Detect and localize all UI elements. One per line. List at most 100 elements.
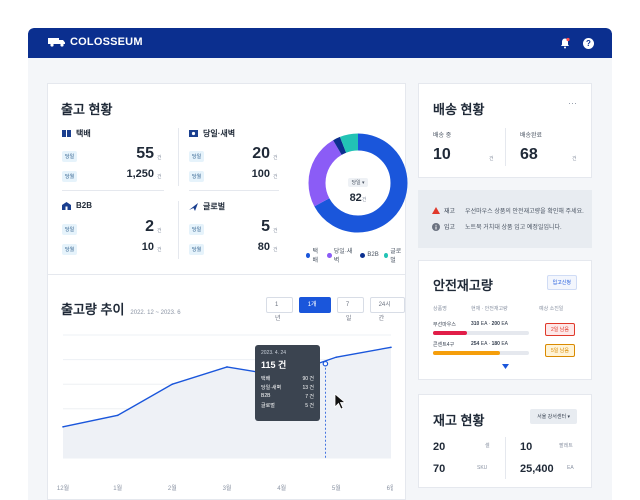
global-month-value: 80 — [257, 241, 270, 253]
stock-bar — [433, 331, 529, 335]
tooltip-row: 글로벌 5 건 — [261, 402, 314, 409]
group-label: 택배 — [76, 129, 91, 138]
current-stock: 254 — [471, 341, 480, 347]
tooltip-label: 당일·새벽 — [261, 385, 282, 391]
data-point[interactable] — [116, 414, 119, 417]
inventory-title: 재고 현황 — [433, 413, 485, 428]
stock-bar-fill — [433, 331, 467, 335]
delivered-value: 68 — [520, 146, 538, 163]
data-point[interactable] — [335, 356, 338, 358]
current-stock: 310 — [471, 321, 480, 327]
book-icon — [62, 130, 71, 137]
due-badge: 2일 남음 — [545, 323, 575, 336]
group-label: 당일·새벽 — [203, 129, 236, 138]
unit-label: 건 — [273, 247, 278, 253]
trend-card: 출고량 추이 2022. 12 ~ 2023. 6 1년 1개월 7일 24시간… — [47, 275, 406, 500]
mouse-cursor-icon — [334, 393, 347, 410]
tooltip-date: 2023. 4. 24 — [261, 350, 287, 356]
range-tab-1m[interactable]: 1개월 — [298, 297, 331, 322]
month-tag: 당월 — [62, 244, 78, 255]
data-point[interactable] — [226, 366, 228, 368]
tooltip-total: 115 건 — [261, 360, 287, 370]
legend-dot — [327, 252, 332, 258]
in-transit-value: 10 — [433, 146, 451, 163]
notice-text: 노트북 거치대 상품 입고 예정일입니다. — [465, 225, 562, 231]
brand-name: COLOSSEUM — [70, 36, 143, 48]
notice-item[interactable]: 입고 노트북 거치대 상품 입고 예정일입니다. — [432, 222, 562, 231]
unit-label: 건 — [157, 155, 162, 161]
unit-label: EA — [501, 341, 508, 347]
data-point[interactable] — [62, 426, 64, 428]
x-tick-label: 5월 — [332, 484, 341, 492]
notice-text: 우선마우스 상품의 안전재고량을 확인해 주세요. — [465, 209, 584, 215]
bell-icon[interactable] — [559, 37, 571, 49]
x-tick-label: 12월 — [57, 484, 69, 492]
legend-label: 당일·새벽 — [333, 249, 353, 264]
legend-label: 택배 — [312, 249, 318, 264]
donut-slice[interactable] — [308, 133, 408, 233]
stock-values: 254 EA · 180 EA — [471, 341, 508, 347]
range-tab-1y[interactable]: 1년 — [266, 297, 293, 322]
in-transit-label: 배송 중 — [433, 133, 452, 139]
group-parcel: 택배 — [62, 128, 91, 139]
stock-bar-fill — [433, 351, 501, 355]
legend-label: 글로벌 — [390, 249, 402, 264]
inventory-card: 재고 현황 서울 강서센터 ▾ 20 셀 10 팔레트 70 SKU 25,40… — [418, 394, 592, 488]
tooltip-value: 7 건 — [305, 394, 314, 400]
unit-label: 건 — [157, 247, 162, 253]
unit-label: 건 — [273, 155, 278, 161]
stock-values: 310 EA · 200 EA — [471, 321, 508, 327]
sameday-today-value: 20 — [252, 145, 270, 162]
tooltip-label: 택배 — [261, 376, 271, 382]
x-tick-label: 6월 — [387, 484, 393, 492]
month-tag: 당월 — [62, 171, 78, 182]
donut-period-select[interactable]: 당일 ▾ — [348, 178, 368, 187]
hover-point[interactable] — [322, 360, 329, 367]
shipping-card: 출고 현황 택배 당일 55 건 당월 1,250 건 당일·새벽 당일 20 … — [47, 83, 408, 275]
stock-bar — [433, 351, 529, 355]
delivery-title: 배송 현황 — [433, 102, 485, 117]
airplane-icon — [189, 202, 198, 211]
donut-total-value: 82 — [349, 192, 362, 204]
notice-item[interactable]: 재고 우선마우스 상품의 안전재고량을 확인해 주세요. — [432, 206, 584, 215]
parcel-month-value: 1,250 — [126, 168, 154, 180]
legend-item: B2B — [360, 246, 379, 264]
notice-tag: 입고 — [444, 225, 456, 231]
x-tick-label: 2월 — [168, 484, 177, 492]
global-today-value: 5 — [261, 218, 270, 235]
app-window: COLOSSEUM ? 출고 현황 택배 당일 55 건 당월 1,250 건 — [28, 28, 612, 500]
range-tab-24h[interactable]: 24시간 — [369, 297, 406, 322]
group-label: B2B — [76, 201, 93, 210]
donut-slice[interactable] — [308, 133, 408, 233]
truck-icon — [48, 38, 65, 47]
safety-stock-card: 안전재고량 입고신청 상품명 현재 · 안전재고량 예상 소진일 무선마우스 3… — [418, 260, 592, 380]
data-point[interactable] — [390, 346, 392, 349]
center-select[interactable]: 서울 강서센터 ▾ — [530, 409, 577, 424]
legend-dot — [360, 252, 366, 258]
range-tab-7d[interactable]: 7일 — [336, 297, 364, 322]
tooltip-row: 당일·새벽 13 건 — [261, 384, 314, 391]
unit-label: 팔레트 — [559, 443, 573, 449]
request-inbound-button[interactable]: 입고신청 — [546, 275, 577, 290]
help-icon[interactable]: ? — [583, 37, 594, 49]
safety-title: 안전재고량 — [433, 278, 493, 293]
unit-label: EA — [480, 321, 488, 327]
unit-label: 건 — [157, 228, 162, 234]
trend-line-chart: 12월 1월 2월 3월 4월 5월 6월 — [57, 334, 393, 492]
col-header: 현재 · 안전재고량 — [471, 306, 508, 312]
chevron-down-icon[interactable] — [502, 364, 509, 369]
data-point[interactable] — [171, 383, 174, 385]
month-tag: 당월 — [189, 171, 205, 182]
donut-legend: 택배 당일·새벽 B2B 글로벌 — [306, 246, 405, 264]
today-tag: 당일 — [189, 224, 205, 235]
group-label: 글로벌 — [203, 202, 226, 211]
product-name: 콘센트4구 — [433, 342, 455, 348]
notice-tag: 재고 — [444, 209, 456, 215]
more-icon[interactable]: ··· — [568, 98, 577, 108]
brand-logo[interactable]: COLOSSEUM — [48, 36, 143, 48]
legend-item: 당일·새벽 — [327, 246, 355, 264]
today-tag: 당일 — [62, 224, 78, 235]
divider — [505, 128, 506, 166]
divider — [178, 128, 179, 186]
month-tag: 당월 — [189, 244, 205, 255]
